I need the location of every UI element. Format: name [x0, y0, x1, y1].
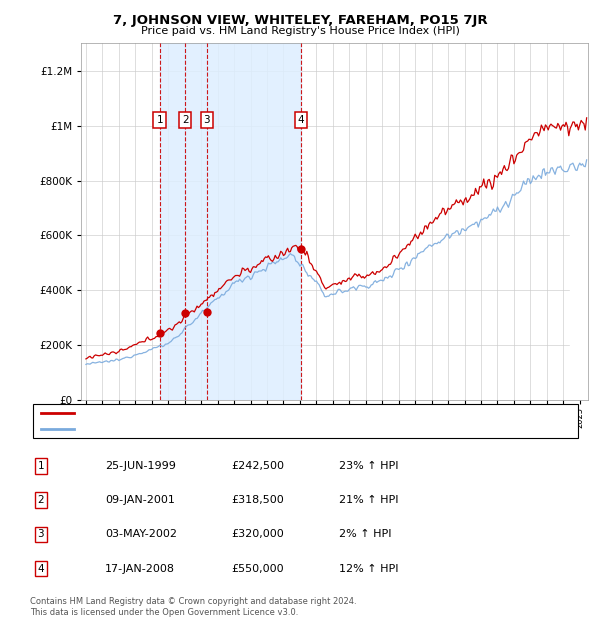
Text: 7, JOHNSON VIEW, WHITELEY, FAREHAM, PO15 7JR (detached house): 7, JOHNSON VIEW, WHITELEY, FAREHAM, PO15… [85, 408, 428, 418]
Text: 25-JUN-1999: 25-JUN-1999 [105, 461, 176, 471]
Text: 2% ↑ HPI: 2% ↑ HPI [339, 529, 391, 539]
Text: £242,500: £242,500 [231, 461, 284, 471]
Text: 12% ↑ HPI: 12% ↑ HPI [339, 564, 398, 574]
Bar [207, 43, 301, 400]
Text: 23% ↑ HPI: 23% ↑ HPI [339, 461, 398, 471]
Text: 3: 3 [203, 115, 210, 125]
Text: 2: 2 [37, 495, 44, 505]
Text: 4: 4 [37, 564, 44, 574]
Bar [185, 43, 207, 400]
Text: £320,000: £320,000 [231, 529, 284, 539]
Text: Price paid vs. HM Land Registry's House Price Index (HPI): Price paid vs. HM Land Registry's House … [140, 26, 460, 36]
Text: 17-JAN-2008: 17-JAN-2008 [105, 564, 175, 574]
Text: £318,500: £318,500 [231, 495, 284, 505]
Text: Contains HM Land Registry data © Crown copyright and database right 2024.
This d: Contains HM Land Registry data © Crown c… [30, 598, 356, 617]
Text: 7, JOHNSON VIEW, WHITELEY, FAREHAM, PO15 7JR: 7, JOHNSON VIEW, WHITELEY, FAREHAM, PO15… [113, 14, 487, 27]
Text: 21% ↑ HPI: 21% ↑ HPI [339, 495, 398, 505]
Text: 3: 3 [37, 529, 44, 539]
Text: HPI: Average price, detached house, Winchester: HPI: Average price, detached house, Winc… [85, 424, 326, 434]
Text: 1: 1 [37, 461, 44, 471]
Text: 03-MAY-2002: 03-MAY-2002 [105, 529, 177, 539]
Bar [160, 43, 185, 400]
Text: 1: 1 [157, 115, 163, 125]
Bar [570, 43, 588, 400]
Text: 2: 2 [182, 115, 188, 125]
Text: 09-JAN-2001: 09-JAN-2001 [105, 495, 175, 505]
Text: £550,000: £550,000 [231, 564, 284, 574]
FancyBboxPatch shape [33, 404, 578, 438]
Text: 4: 4 [298, 115, 304, 125]
